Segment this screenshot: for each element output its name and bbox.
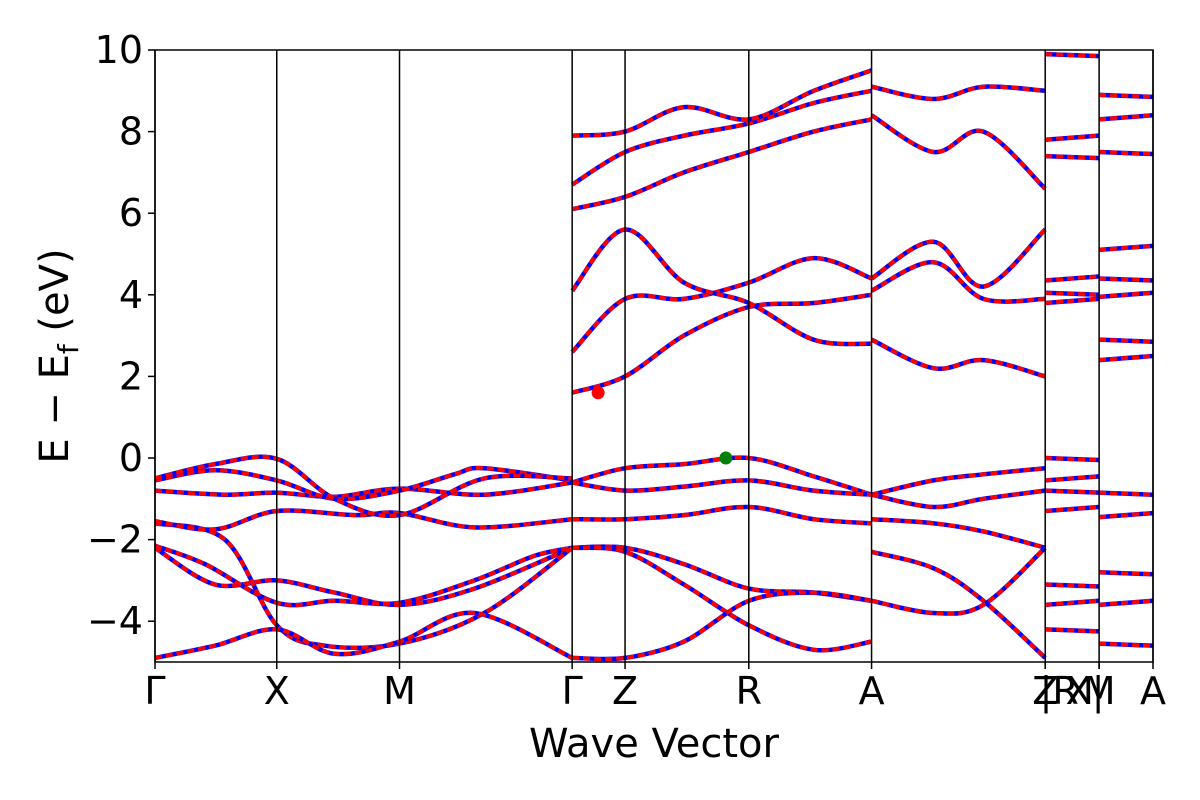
band-line-10 (572, 504, 872, 526)
x-axis-label: Wave Vector (529, 721, 780, 767)
x-tick-label-3: Γ (562, 669, 583, 713)
short-band-1-2 (1099, 570, 1153, 577)
band-line-25 (870, 337, 1046, 379)
y-axis-label-unit: (eV) (32, 248, 78, 344)
band-line-overlay-15 (570, 255, 873, 354)
short-band-1-5 (1098, 354, 1153, 363)
y-tick-label-6: −2 (87, 518, 143, 562)
plot-frame (154, 49, 1154, 663)
band-line-7 (155, 610, 574, 660)
short-band-1-10 (1099, 150, 1153, 157)
band-line-6 (155, 454, 573, 518)
short-band-1-1 (1098, 598, 1153, 607)
x-tick-label-5: R (736, 669, 762, 713)
y-tick-label-7: −4 (87, 599, 143, 643)
band-line-15 (570, 256, 873, 354)
x-tick-label-8: |R (1040, 669, 1079, 714)
short-band-0-11 (1045, 133, 1100, 142)
band-line-4 (155, 480, 573, 499)
band-line-overlay-18 (571, 88, 873, 187)
short-band-1-0 (1099, 641, 1153, 648)
y-axis-label-main: E − E (32, 354, 78, 464)
short-band-1-12 (1099, 92, 1153, 99)
band-line-29 (871, 84, 1046, 102)
band-line-19 (572, 68, 873, 138)
short-band-1-11 (1098, 113, 1153, 122)
band-line-17 (571, 117, 873, 212)
band-line-24 (871, 546, 1047, 616)
short-band-0-12 (1045, 52, 1100, 59)
short-band-0-6 (1045, 456, 1100, 463)
band-line-21 (871, 488, 1046, 510)
band-line-13 (572, 590, 872, 662)
band-line-0 (155, 545, 573, 607)
band-line-overlay-12 (572, 545, 873, 653)
band-line-2 (155, 521, 574, 650)
x-tick-label-4: Z (612, 669, 638, 713)
bands-layer (155, 51, 1153, 662)
band-line-5 (155, 466, 573, 502)
band-line-overlay-16 (570, 227, 872, 347)
y-axis-label: E − Ef (eV) (32, 248, 85, 463)
x-tick-label-11: A (1140, 669, 1166, 713)
x-tick-label-9: X| (1066, 669, 1105, 714)
short-band-0-0 (1045, 627, 1100, 634)
short-band-1-6 (1099, 337, 1153, 344)
short-band-0-9 (1045, 274, 1100, 283)
short-band-1-8 (1099, 276, 1153, 283)
x-tick-label-7: Z (1032, 669, 1058, 713)
band-line-overlay-25 (870, 337, 1046, 379)
y-tick-label-5: 0 (119, 436, 143, 480)
band-line-3 (155, 508, 573, 532)
short-band-1-3 (1098, 511, 1153, 520)
band-line-12 (572, 545, 872, 653)
x-tick-label-2: M (383, 669, 416, 713)
cbm-marker (591, 386, 605, 400)
x-tick-label-1: X (264, 669, 290, 713)
band-line-26 (870, 228, 1047, 289)
short-band-0-2 (1045, 582, 1100, 589)
band-line-22 (871, 517, 1046, 550)
short-band-0-10 (1045, 154, 1100, 161)
short-band-1-4 (1099, 490, 1153, 497)
short-band-1-9 (1098, 243, 1153, 252)
band-line-overlay-19 (572, 68, 873, 138)
band-line-overlay-6 (155, 454, 573, 518)
y-axis: 10 8 6 4 2 0 −2 −4 (87, 28, 155, 643)
band-line-18 (571, 88, 873, 187)
band-line-14 (571, 292, 872, 395)
band-line-20 (871, 466, 1046, 497)
band-line-23 (871, 549, 1047, 660)
band-line-9 (571, 478, 872, 497)
x-tick-label-6: A (859, 669, 885, 713)
y-tick-label-0: 10 (95, 28, 143, 72)
band-line-overlay-7 (155, 610, 574, 661)
band-line-overlay-28 (870, 113, 1047, 191)
band-line-11 (572, 544, 872, 603)
y-tick-label-4: 2 (119, 354, 143, 398)
extrema-markers (591, 386, 733, 465)
y-axis-label-subscript: f (52, 343, 85, 354)
short-band-1-7 (1098, 290, 1153, 299)
x-tick-label-0: Γ (144, 669, 165, 713)
band-line-overlay-4 (155, 480, 573, 500)
short-band-0-7 (1045, 296, 1100, 305)
short-band-0-8 (1045, 290, 1100, 297)
short-band-0-4 (1045, 488, 1100, 495)
band-line-16 (570, 227, 872, 347)
short-band-0-5 (1045, 474, 1100, 483)
band-line-overlay-27 (870, 259, 1046, 304)
short-band-0-3 (1045, 504, 1100, 514)
vbm-marker (719, 451, 733, 465)
x-axis: Γ X M Γ Z R A Z|RX|M A (144, 662, 1166, 714)
y-tick-label-3: 4 (119, 273, 143, 317)
band-line-28 (870, 113, 1047, 191)
y-tick-label-1: 8 (119, 110, 143, 154)
y-tick-label-2: 6 (119, 191, 143, 235)
band-line-1 (155, 543, 573, 608)
x-tick-label-10: M (1083, 669, 1116, 713)
band-line-overlay-22 (871, 516, 1046, 550)
short-band-0-1 (1045, 598, 1100, 607)
